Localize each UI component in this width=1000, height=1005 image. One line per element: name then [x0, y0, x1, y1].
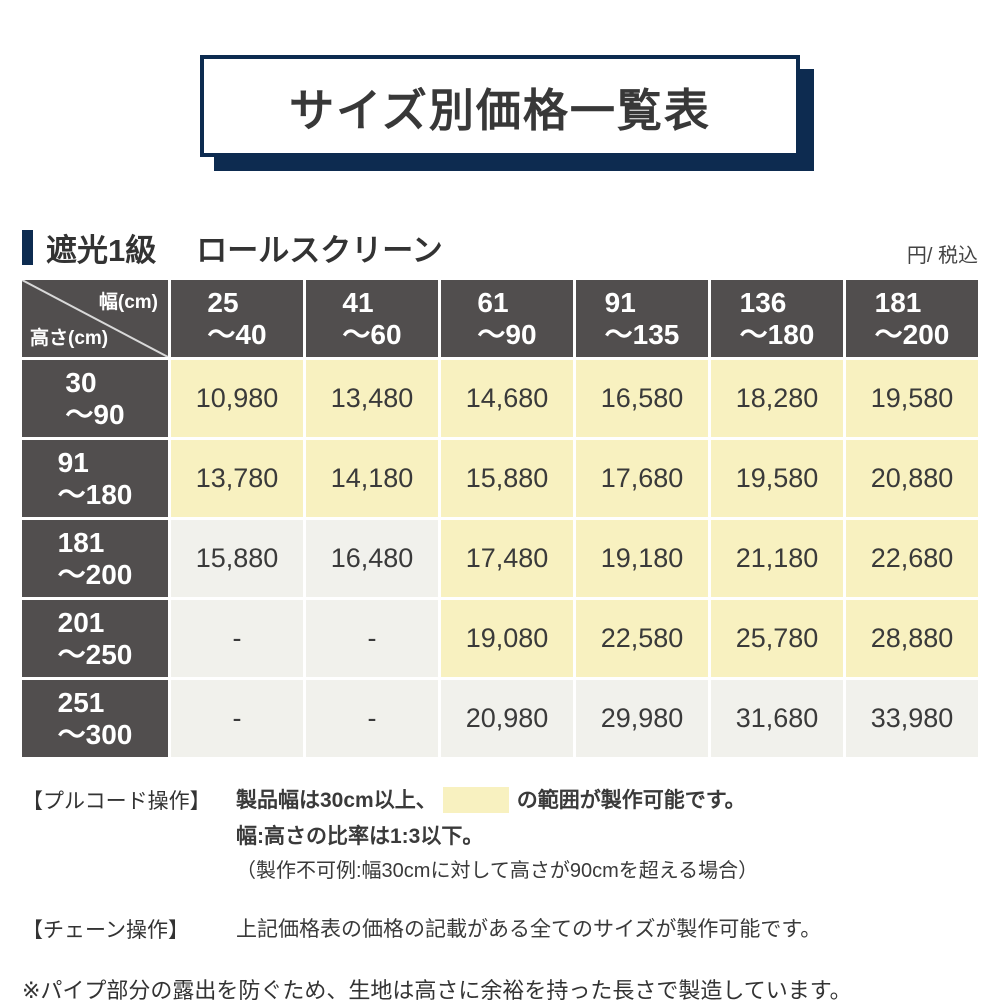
column-range-label: 41 〜60 [342, 287, 402, 350]
dash-cell-r3c0: - [171, 600, 303, 677]
row-range-label: 251 〜300 [57, 687, 133, 750]
column-range-label: 61 〜90 [477, 287, 537, 350]
note-pullcord: 【プルコード操作】 製品幅は30cm以上、 の範囲が製作可能です。 幅:高さの比率… [22, 785, 978, 890]
row-range-label: 181 〜200 [57, 527, 133, 590]
note-chain: 【チェーン操作】 上記価格表の価格の記載がある全てのサイズが製作可能です。 [22, 914, 978, 947]
price-cell-r2c0: 15,880 [171, 520, 303, 597]
price-cell-r2c4: 21,180 [711, 520, 843, 597]
column-range-label: 136 〜180 [739, 287, 815, 350]
column-range-label: 181 〜200 [874, 287, 950, 350]
dash-cell-r4c0: - [171, 680, 303, 757]
price-cell-r1c5: 20,880 [846, 440, 978, 517]
price-cell-r0c3: 16,580 [576, 360, 708, 437]
section-header: 遮光1級 ロールスクリーン 円/ 税込 [22, 225, 978, 270]
highlight-color-swatch [442, 786, 509, 813]
price-cell-r0c1: 13,480 [306, 360, 438, 437]
pipe-footnote: ※パイプ部分の露出を防ぐため、生地は高さに余裕を持った長さで製造しています。 [22, 977, 852, 1003]
price-cell-r1c3: 17,680 [576, 440, 708, 517]
diagonal-divider [22, 280, 168, 357]
price-cell-r0c2: 14,680 [441, 360, 573, 437]
price-cell-r3c4: 25,780 [711, 600, 843, 677]
row-header-0: 30 〜90 [22, 360, 168, 437]
price-cell-r3c2: 19,080 [441, 600, 573, 677]
dash-cell-r3c1: - [306, 600, 438, 677]
price-cell-r4c5: 33,980 [846, 680, 978, 757]
price-cell-r4c3: 29,980 [576, 680, 708, 757]
row-header-4: 251 〜300 [22, 680, 168, 757]
price-cell-r3c3: 22,580 [576, 600, 708, 677]
note-pullcord-line1-before: 製品幅は30cm以上、 [236, 789, 437, 812]
column-header-1: 41 〜60 [306, 280, 438, 357]
page-title: サイズ別価格一覧表 [289, 84, 711, 136]
table-corner-cell: 幅(cm) 高さ(cm) [22, 280, 168, 357]
price-cell-r2c5: 22,680 [846, 520, 978, 597]
grade-label: 遮光1級 [46, 233, 157, 268]
currency-tax-label: 円/ 税込 [906, 245, 978, 267]
row-range-label: 30 〜90 [65, 367, 125, 430]
dash-cell-r4c1: - [306, 680, 438, 757]
accent-bar [22, 230, 33, 265]
row-header-2: 181 〜200 [22, 520, 168, 597]
title-banner: サイズ別価格一覧表 [0, 0, 1000, 157]
height-axis-label: 高さ(cm) [30, 328, 109, 349]
price-cell-r4c2: 20,980 [441, 680, 573, 757]
note-pullcord-line1-after: の範囲が製作可能です。 [516, 789, 746, 812]
width-axis-label: 幅(cm) [98, 292, 158, 313]
price-cell-r1c0: 13,780 [171, 440, 303, 517]
row-range-label: 201 〜250 [57, 607, 133, 670]
product-label: ロールスクリーン [196, 233, 443, 268]
column-header-3: 91 〜135 [576, 280, 708, 357]
price-cell-r4c4: 31,680 [711, 680, 843, 757]
column-range-label: 25 〜40 [207, 287, 267, 350]
price-table: 幅(cm) 高さ(cm) 25 〜40 41 〜60 61 〜90 91 〜135 13… [22, 280, 978, 757]
note-pullcord-line1: 製品幅は30cm以上、 の範囲が製作可能です。 [236, 785, 978, 817]
note-chain-label: 【チェーン操作】 [22, 919, 189, 942]
note-pullcord-body: 製品幅は30cm以上、 の範囲が製作可能です。 幅:高さの比率は1:3以下。 （製… [236, 785, 978, 890]
price-cell-r3c5: 28,880 [846, 600, 978, 677]
column-header-5: 181 〜200 [846, 280, 978, 357]
row-range-label: 91 〜180 [57, 447, 133, 510]
column-header-4: 136 〜180 [711, 280, 843, 357]
row-header-3: 201 〜250 [22, 600, 168, 677]
price-cell-r0c5: 19,580 [846, 360, 978, 437]
price-cell-r1c1: 14,180 [306, 440, 438, 517]
note-pullcord-line3: （製作不可例:幅30cmに対して高さが90cmを超える場合） [236, 860, 759, 882]
column-header-2: 61 〜90 [441, 280, 573, 357]
price-cell-r1c2: 15,880 [441, 440, 573, 517]
title-box: サイズ別価格一覧表 [200, 55, 800, 157]
note-chain-text: 上記価格表の価格の記載がある全てのサイズが製作可能です。 [236, 918, 822, 941]
column-header-0: 25 〜40 [171, 280, 303, 357]
notes-section: 【プルコード操作】 製品幅は30cm以上、 の範囲が製作可能です。 幅:高さの比率… [22, 785, 978, 1005]
price-cell-r1c4: 19,580 [711, 440, 843, 517]
price-cell-r2c1: 16,480 [306, 520, 438, 597]
price-cell-r2c2: 17,480 [441, 520, 573, 597]
row-header-1: 91 〜180 [22, 440, 168, 517]
price-cell-r0c4: 18,280 [711, 360, 843, 437]
price-cell-r0c0: 10,980 [171, 360, 303, 437]
column-range-label: 91 〜135 [604, 287, 680, 350]
note-pullcord-line2: 幅:高さの比率は1:3以下。 [236, 824, 484, 848]
note-pullcord-label: 【プルコード操作】 [22, 790, 211, 813]
price-cell-r2c3: 19,180 [576, 520, 708, 597]
